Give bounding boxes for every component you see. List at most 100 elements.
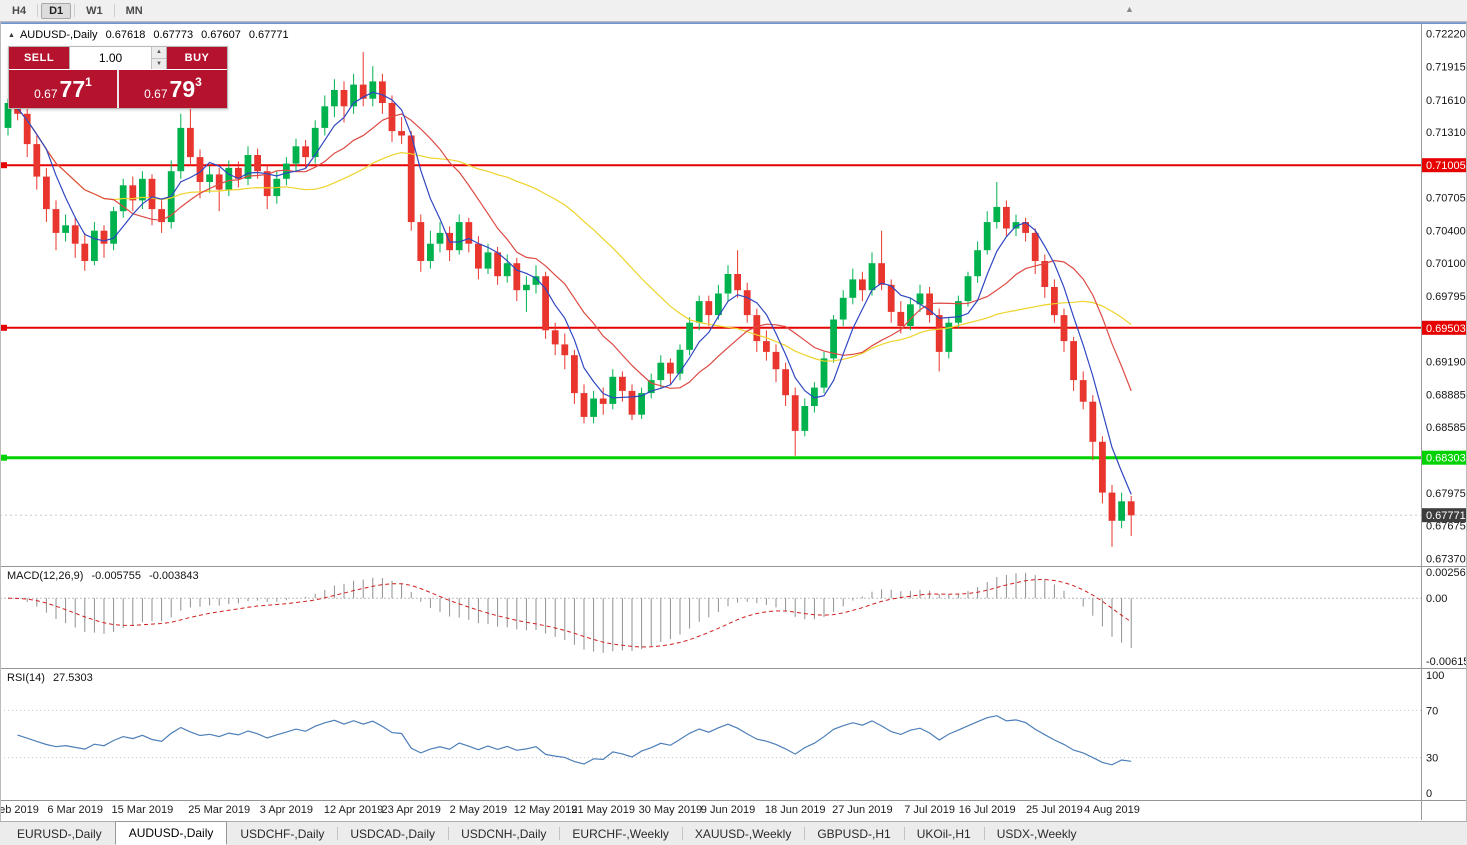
date-label: 25 Mar 2019: [188, 804, 251, 816]
price-axis-separator: [1421, 24, 1422, 820]
macd-signal-value: -0.003843: [149, 570, 199, 582]
price-tick-label: 0.72220: [1426, 29, 1466, 41]
timeframe-d1[interactable]: D1: [41, 2, 72, 19]
ma-mid-line: [7, 102, 1132, 392]
tab-eurusd-daily[interactable]: EURUSD-,Daily: [17, 826, 102, 841]
chart-shift-icon[interactable]: ▲: [1125, 4, 1134, 14]
date-label: 6 Mar 2019: [47, 804, 104, 816]
current-price-badge: [1422, 508, 1467, 523]
time-axis[interactable]: 25 Feb 2019 6 Mar 2019 15 Mar 2019 25 Mar 2…: [0, 801, 1467, 820]
price-tick-label: 0.69795: [1426, 291, 1466, 303]
tab-xauusd-weekly[interactable]: XAUUSD-,Weekly: [681, 822, 804, 845]
price-chart-panel[interactable]: 0.72220 0.71915 0.71610 0.71310 0.70705 0.704…: [0, 24, 1467, 566]
chart-tab-bar: EURUSD-,Daily AUDUSD-,Daily USDCHF-,Daily U…: [0, 821, 1467, 845]
rsi-chart-svg[interactable]: 100 70 30 0: [0, 669, 1467, 800]
price-chart-svg[interactable]: 0.72220 0.71915 0.71610 0.71310 0.70705 0.704…: [0, 24, 1467, 566]
price-axis[interactable]: [1422, 24, 1467, 800]
ohlc-low: 0.67607: [201, 29, 241, 41]
date-label: 2 May 2019: [449, 804, 508, 816]
macd-axis-max: 0.002566: [1426, 567, 1467, 579]
date-label: 16 Jul 2019: [958, 804, 1016, 816]
volume-spinner: ▲ ▼: [151, 47, 166, 69]
volume-input[interactable]: [70, 47, 151, 69]
macd-main-value: -0.005755: [91, 570, 142, 582]
volume-field: ▲ ▼: [69, 47, 167, 69]
candlesticks: [4, 52, 1135, 547]
tab-usdx-weekly[interactable]: USDX-,Weekly: [983, 822, 1090, 845]
volume-down-icon[interactable]: ▼: [152, 58, 166, 69]
date-label: 25 Jul 2019: [1025, 804, 1083, 816]
tab-usdcnh-daily[interactable]: USDCNH-,Daily: [448, 822, 559, 845]
tab-usdchf-daily[interactable]: USDCHF-,Daily: [240, 826, 325, 841]
date-label: 3 Apr 2019: [259, 804, 313, 816]
sell-button[interactable]: SELL: [9, 47, 69, 69]
macd-name: MACD(12,26,9): [7, 570, 84, 582]
level-price-label: 0.71005: [1426, 160, 1466, 172]
buy-price-point: 3: [195, 75, 202, 89]
timeframe-h4[interactable]: H4: [12, 4, 27, 17]
date-label: 12 May 2019: [513, 804, 578, 816]
panel-splitter[interactable]: [0, 668, 1467, 669]
rsi-tick-label: 0: [1426, 788, 1432, 800]
price-tick-label: 0.67675: [1426, 521, 1466, 533]
ma-fast-line: [7, 91, 1132, 495]
sell-price-prefix: 0.67: [34, 87, 58, 101]
date-label: 30 May 2019: [638, 804, 703, 816]
ohlc-high: 0.67773: [153, 29, 194, 41]
tab-eurchf-weekly[interactable]: EURCHF-,Weekly: [559, 822, 681, 845]
macd-signal-line: [7, 578, 1132, 648]
buy-price-button[interactable]: 0.67 79 3: [119, 70, 227, 108]
timeframe-mn[interactable]: MN: [125, 4, 143, 17]
timeframe-w1[interactable]: W1: [86, 4, 103, 17]
toolbar: H4 D1 W1 MN ▲: [0, 0, 1467, 22]
ohlc-open: 0.67618: [105, 29, 146, 41]
tab-audusd-daily[interactable]: AUDUSD-,Daily: [114, 821, 228, 845]
level-price-badge: [1422, 450, 1467, 465]
window-accent-line: [0, 21, 1467, 24]
date-label: 9 Jun 2019: [700, 804, 756, 816]
level-price-badge: [1422, 158, 1467, 173]
ma-slow-line: [7, 102, 1132, 362]
date-label: 27 Jun 2019: [832, 804, 893, 816]
ohlc-close: 0.67771: [248, 29, 289, 41]
rsi-panel[interactable]: 100 70 30 0: [0, 669, 1467, 800]
panel-splitter[interactable]: [0, 566, 1467, 567]
price-tick-label: 0.71915: [1426, 62, 1466, 74]
level-price-badge: [1422, 320, 1467, 335]
tab-ukoil-h1[interactable]: UKOil-,H1: [903, 822, 984, 845]
price-tick-label: 0.69190: [1426, 357, 1466, 369]
macd-histogram: [17, 572, 1132, 653]
volume-up-icon[interactable]: ▲: [152, 47, 166, 59]
level-line-handle[interactable]: [1, 324, 7, 331]
buy-button[interactable]: BUY: [167, 47, 227, 69]
chart-title: ▲ AUDUSD-,Daily 0.67618 0.67773 0.67607 …: [8, 29, 289, 41]
price-tick-label: 0.70100: [1426, 258, 1466, 270]
one-click-trading-widget: SELL ▲ ▼ BUY 0.67 77 1 0.67 79 3: [8, 46, 228, 109]
price-tick-label: 0.70705: [1426, 193, 1466, 205]
price-tick-label: 0.71310: [1426, 127, 1466, 139]
tab-gbpusd-h1[interactable]: GBPUSD-,H1: [804, 822, 903, 845]
price-tick-label: 0.70400: [1426, 226, 1466, 238]
toolbar-separator: [74, 4, 76, 17]
time-axis-separator: [0, 800, 1467, 801]
level-line-handle[interactable]: [1, 162, 7, 169]
rsi-line: [17, 715, 1132, 766]
date-label: 7 Jul 2019: [904, 804, 955, 816]
rsi-name: RSI(14): [7, 672, 45, 684]
level-line-handle[interactable]: [1, 454, 7, 461]
one-click-trading-toggle-icon[interactable]: ▲: [8, 31, 15, 39]
rsi-value: 27.5303: [52, 672, 93, 684]
toolbar-separator: [37, 4, 39, 17]
tab-usdcad-daily[interactable]: USDCAD-,Daily: [337, 822, 448, 845]
macd-label: MACD(12,26,9) -0.005755 -0.003843: [7, 570, 204, 582]
timeframe-bar: H4 D1 W1 MN: [4, 0, 151, 21]
toolbar-separator: [113, 4, 115, 17]
sell-price-button[interactable]: 0.67 77 1: [9, 70, 117, 108]
date-label: 12 Apr 2019: [323, 804, 384, 816]
sell-price-point: 1: [85, 75, 92, 89]
price-tick-label: 0.71610: [1426, 95, 1466, 107]
price-divider: [117, 70, 119, 108]
